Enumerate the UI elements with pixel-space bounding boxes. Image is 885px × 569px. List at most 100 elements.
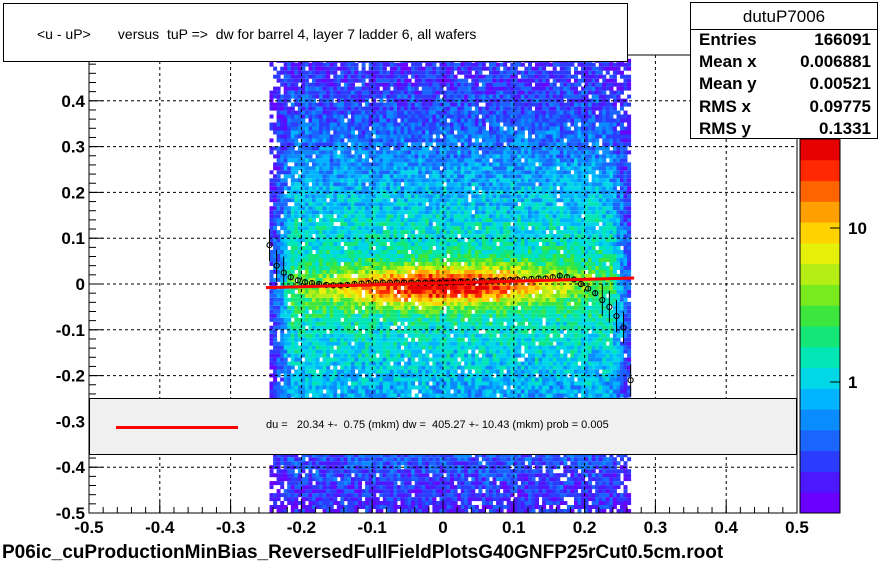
heatmap-cell	[304, 317, 309, 322]
heatmap-cell	[290, 325, 295, 330]
heatmap-cell	[361, 118, 366, 123]
heatmap-cell	[297, 210, 302, 215]
heatmap-cell	[393, 166, 398, 171]
heatmap-cell	[400, 349, 405, 354]
heatmap-cell	[404, 82, 409, 87]
heatmap-cell	[404, 317, 409, 322]
heatmap-cell	[340, 138, 345, 143]
heatmap-cell	[375, 242, 380, 246]
heatmap-cell	[397, 198, 401, 203]
heatmap-cell	[326, 285, 331, 290]
heatmap-cell	[351, 277, 355, 282]
heatmap-cell	[340, 377, 345, 382]
heatmap-cell	[287, 218, 292, 223]
heatmap-cell	[382, 501, 387, 505]
heatmap-cell	[386, 293, 391, 298]
heatmap-cell	[308, 473, 313, 478]
heatmap-cell	[294, 194, 299, 199]
heatmap-cell	[297, 62, 302, 67]
heatmap-cell	[308, 250, 313, 254]
heatmap-cell	[283, 469, 288, 474]
heatmap-cell	[407, 178, 412, 183]
heatmap-cell	[269, 214, 274, 219]
heatmap-cell	[414, 98, 419, 103]
heatmap-cell	[351, 513, 355, 517]
heatmap-cell	[414, 341, 419, 346]
heatmap-cell	[397, 114, 401, 119]
heatmap-cell	[290, 349, 295, 354]
heatmap-cell	[361, 297, 366, 302]
heatmap-cell	[319, 142, 324, 147]
heatmap-cell	[407, 301, 412, 306]
heatmap-cell	[340, 202, 345, 207]
heatmap-cell	[273, 461, 278, 466]
heatmap-cell	[428, 234, 433, 239]
heatmap-cell	[273, 357, 278, 362]
heatmap-cell	[432, 369, 437, 374]
heatmap-cell	[361, 453, 366, 458]
heatmap-cell	[351, 94, 355, 99]
heatmap-cell	[290, 214, 295, 219]
heatmap-cell	[421, 501, 426, 505]
heatmap-cell	[361, 489, 366, 494]
heatmap-cell	[329, 234, 334, 239]
heatmap-cell	[418, 226, 423, 231]
heatmap-cell	[308, 381, 313, 386]
heatmap-cell	[304, 481, 309, 486]
heatmap-cell	[382, 66, 387, 71]
heatmap-cell	[428, 198, 433, 203]
heatmap-cell	[297, 122, 302, 127]
heatmap-cell	[393, 349, 398, 354]
heatmap-cell	[421, 341, 426, 346]
heatmap-cell	[269, 313, 274, 318]
heatmap-cell	[276, 218, 281, 223]
heatmap-cell	[343, 277, 348, 282]
heatmap-cell	[386, 190, 391, 195]
heatmap-cell	[428, 118, 433, 123]
heatmap-cell	[400, 94, 405, 99]
heatmap-cell	[333, 126, 338, 131]
heatmap-cell	[397, 365, 401, 370]
heatmap-cell	[273, 186, 278, 191]
heatmap-cell	[347, 234, 352, 239]
heatmap-cell	[283, 174, 288, 179]
heatmap-cell	[425, 325, 430, 330]
heatmap-cell	[379, 218, 384, 223]
heatmap-cell	[326, 98, 331, 103]
heatmap-cell	[301, 194, 306, 199]
heatmap-cell	[308, 337, 313, 342]
heatmap-cell	[340, 230, 345, 235]
heatmap-cell	[389, 381, 394, 386]
heatmap-cell	[347, 130, 352, 135]
heatmap-cell	[425, 230, 430, 235]
heatmap-cell	[347, 262, 352, 266]
heatmap-cell	[386, 210, 391, 215]
heatmap-cell	[322, 509, 327, 513]
heatmap-cell	[351, 297, 355, 302]
heatmap-cell	[358, 202, 362, 207]
heatmap-cell	[269, 150, 274, 155]
heatmap-cell	[347, 154, 352, 159]
heatmap-cell	[308, 509, 313, 513]
heatmap-cell	[425, 477, 430, 482]
heatmap-cell	[358, 258, 362, 262]
heatmap-cell	[375, 62, 380, 67]
heatmap-cell	[404, 489, 409, 494]
heatmap-cell	[294, 373, 299, 378]
heatmap-cell	[372, 110, 377, 115]
heatmap-cell	[322, 501, 327, 505]
heatmap-cell	[361, 357, 366, 362]
heatmap-cell	[361, 178, 366, 183]
heatmap-cell	[304, 90, 309, 95]
heatmap-cell	[287, 477, 292, 482]
heatmap-cell	[418, 317, 423, 322]
heatmap-cell	[319, 309, 324, 314]
heatmap-cell	[428, 345, 433, 350]
heatmap-cell	[389, 194, 394, 199]
heatmap-cell	[375, 489, 380, 494]
heatmap-cell	[375, 230, 380, 235]
heatmap-cell	[397, 305, 401, 310]
heatmap-cell	[322, 118, 327, 123]
heatmap-cell	[389, 214, 394, 219]
heatmap-cell	[375, 389, 380, 394]
